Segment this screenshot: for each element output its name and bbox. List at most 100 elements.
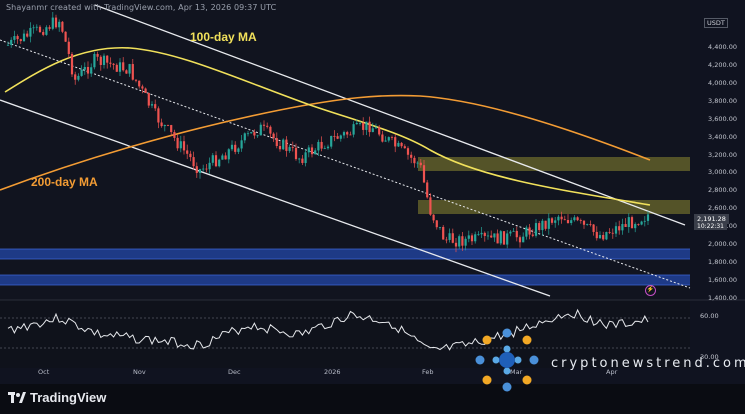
candle-body [35,26,38,28]
candle-body [157,108,160,123]
candle-body [576,217,579,221]
candle-body [621,224,624,231]
candle-body [230,144,234,150]
candle-body [182,141,186,151]
candle-body [464,238,467,246]
candle-body [298,158,301,160]
candle-body [304,152,307,164]
price-tick: 1,800.00 [708,258,737,266]
candle-body [272,133,275,139]
price-tick: 4,000.00 [708,79,737,87]
candle-body [515,230,518,238]
candle-body [480,232,483,235]
ma200-label: 200-day MA [31,175,98,189]
candle-body [390,137,394,138]
month-label: Oct [38,368,50,376]
candle-body [646,214,650,221]
candle-body [477,234,480,236]
candlestick-series [6,12,650,253]
candle-body [643,220,646,222]
candle-body [112,63,115,65]
price-tick: 3,800.00 [708,97,737,105]
ma200-line [0,94,651,191]
candle-body [470,235,474,242]
candle-body [166,125,170,126]
candle-body [326,146,330,149]
candle-body [413,157,416,164]
candle-body [29,27,32,37]
candle-body [310,147,314,155]
rsi-line [7,308,649,351]
candle-body [403,146,406,149]
candle-body [83,66,86,70]
candle-body [45,27,48,35]
candle-body [547,218,550,229]
candle-body [138,80,141,87]
candle-body [490,235,493,238]
current-price-label: 2,191.28 [694,214,729,224]
candle-body [240,140,243,149]
candle-body [397,142,400,147]
price-axis[interactable]: 4,400.00 4,200.00 4,000.00 3,800.00 3,600.00… [690,0,745,302]
watermark-text: cryptonewstrend.com [551,356,745,371]
candle-body [224,155,227,160]
candle-body [416,162,419,164]
candle-body [637,224,640,225]
candle-body [406,148,410,155]
currency-badge[interactable]: USDT [704,18,728,28]
candle-body [106,55,109,63]
candle-body [285,139,288,151]
channel-upper-line [94,4,686,226]
candle-body [278,146,282,150]
candle-body [134,79,138,81]
candle-body [563,219,566,221]
resistance-zone-lower [418,200,690,214]
candle-body [131,64,134,80]
candle-body [202,168,205,170]
month-label: Nov [133,368,146,376]
resistance-zone-upper [418,157,690,171]
candle-body [13,36,16,40]
price-tick: 1,600.00 [708,276,737,284]
price-tick: 2,000.00 [708,240,737,248]
candle-body [467,235,470,239]
candle-body [80,69,83,76]
candle-body [355,123,358,125]
candle-body [525,227,528,237]
candle-body [99,56,102,65]
candle-body [634,224,637,229]
candle-body [474,234,477,242]
candle-body [214,155,218,167]
alert-icon[interactable]: ⚡ [645,285,656,296]
candle-body [374,127,378,129]
candle-body [589,224,592,225]
candle-body [499,231,502,244]
candle-body [522,236,525,243]
month-label: Feb [422,368,434,376]
candle-body [346,132,349,135]
candle-body [211,155,214,163]
candle-body [554,220,557,223]
candle-body [339,135,342,139]
candle-body [67,41,70,54]
candle-body [266,125,269,127]
candle-body [6,44,10,46]
candle-body [269,126,272,134]
candle-body [605,232,608,240]
candle-body [237,148,240,152]
candle-body [189,153,192,158]
channel-lower-line [0,99,551,297]
candle-body [38,26,42,33]
candle-body [442,226,445,240]
candle-body [560,216,563,220]
candle-body [144,88,147,93]
candle-body [115,64,118,72]
candle-body [93,53,96,68]
candle-body [595,231,598,239]
candle-body [253,132,256,136]
candle-body [314,150,317,155]
candle-body [611,232,614,234]
tradingview-logo[interactable]: TradingView [8,390,106,405]
candle-body [32,27,35,29]
